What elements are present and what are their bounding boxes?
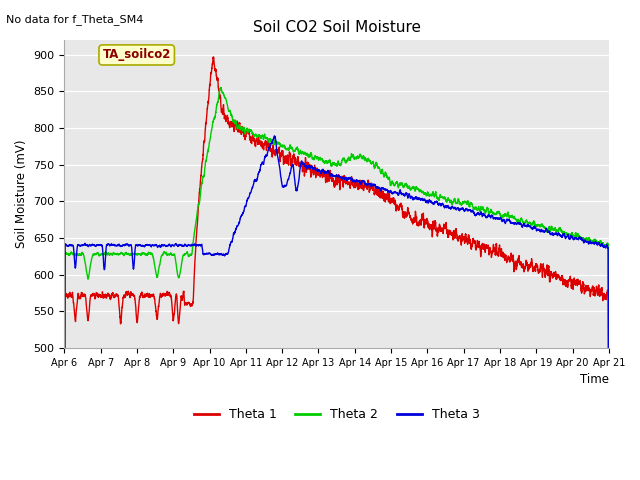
Title: Soil CO2 Soil Moisture: Soil CO2 Soil Moisture (253, 20, 420, 35)
Text: No data for f_Theta_SM4: No data for f_Theta_SM4 (6, 14, 144, 25)
Y-axis label: Soil Moisture (mV): Soil Moisture (mV) (15, 140, 28, 248)
X-axis label: Time: Time (580, 373, 609, 386)
Text: TA_soilco2: TA_soilco2 (102, 48, 171, 61)
Legend: Theta 1, Theta 2, Theta 3: Theta 1, Theta 2, Theta 3 (189, 403, 484, 426)
